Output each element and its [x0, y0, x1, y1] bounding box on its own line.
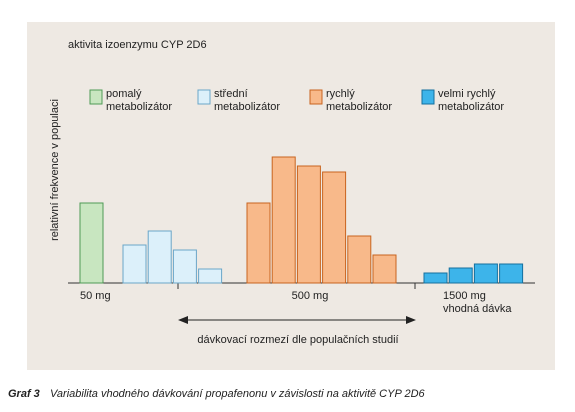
- legend-label: rychlý metabolizátor: [326, 88, 393, 113]
- legend-label: střední metabolizátor: [214, 88, 281, 113]
- dose-label: 500 mg: [292, 290, 329, 302]
- bar: [79, 202, 104, 284]
- bar: [122, 244, 147, 284]
- bar: [172, 249, 197, 284]
- legend-swatch: [197, 89, 211, 105]
- legend-swatch: [89, 89, 103, 105]
- bar: [147, 230, 172, 284]
- bar: [198, 268, 223, 284]
- dose-label: 1500 mg: [443, 290, 486, 302]
- legend-swatch: [421, 89, 435, 105]
- legend-label: pomalý metabolizátor: [106, 88, 173, 113]
- annotation: dávkovací rozmezí dle populačních studií: [197, 334, 398, 346]
- bar: [423, 272, 448, 284]
- caption-text: Variabilita vhodného dávkování propafeno…: [50, 388, 426, 400]
- legend-label: velmi rychlý metabolizátor: [438, 88, 505, 113]
- bar: [322, 171, 347, 284]
- chart-title: aktivita izoenzymu CYP 2D6: [68, 39, 207, 51]
- bar: [246, 202, 271, 284]
- bar: [296, 165, 321, 284]
- range-arrow: [178, 316, 416, 324]
- dose-label: 50 mg: [80, 290, 111, 302]
- bar: [271, 156, 296, 284]
- bar: [448, 267, 473, 284]
- y-axis-label: relativní frekvence v populaci: [49, 99, 61, 241]
- bar: [499, 263, 524, 284]
- caption-number: Graf 3: [8, 388, 40, 400]
- bar: [347, 235, 372, 284]
- dose-sublabel: vhodná dávka: [443, 303, 512, 315]
- bar: [473, 263, 498, 284]
- legend-swatch: [309, 89, 323, 105]
- bar: [372, 254, 397, 284]
